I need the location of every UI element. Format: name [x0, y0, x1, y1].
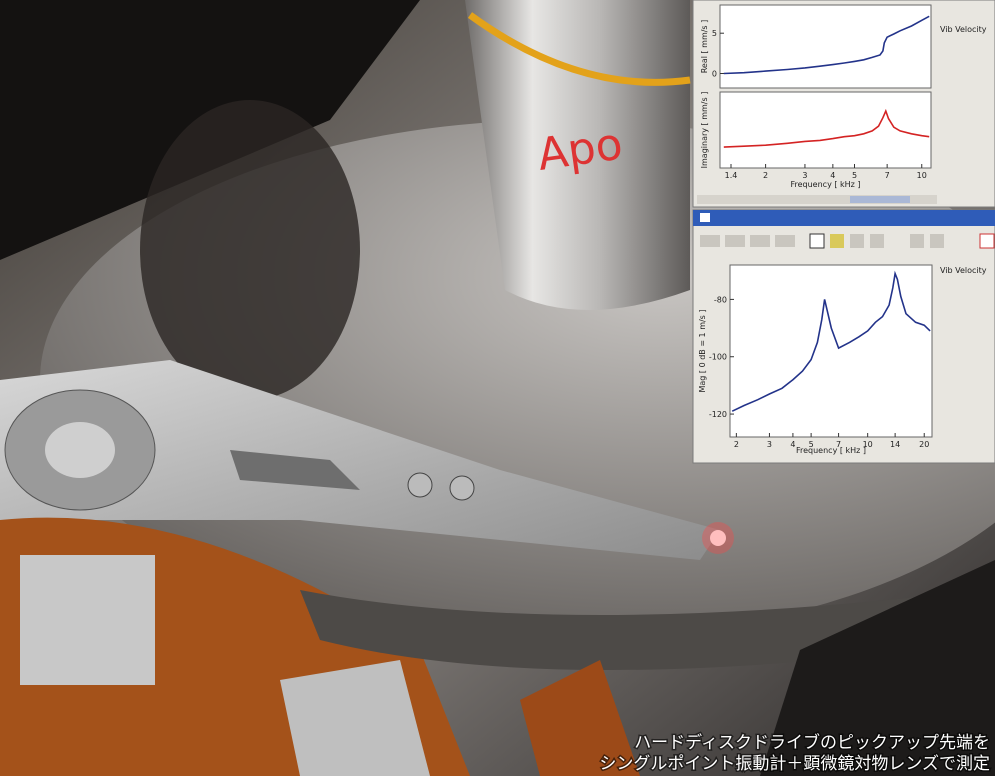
title-bar [693, 210, 995, 226]
laser-glow [702, 522, 734, 554]
x-tick-label: 14 [890, 440, 900, 449]
y-tick-label: -120 [709, 410, 727, 419]
pivot-center [45, 422, 115, 478]
plot-area [730, 265, 932, 437]
bracket [20, 555, 155, 685]
screw [450, 476, 474, 500]
y-tick-label: -80 [714, 295, 727, 304]
y-tick-label: 0 [712, 69, 717, 78]
page: Apo ハードディスクドライブのピックアップ先端を シングルポイント振動計＋顕微… [0, 0, 995, 776]
x-tick-label: 4 [790, 440, 795, 449]
tool-button[interactable] [810, 234, 824, 248]
caption: シングルポイント振動計＋顕微鏡対物レンズで測定 [599, 754, 990, 774]
x-tick-label: 4 [830, 171, 835, 180]
screw [408, 473, 432, 497]
tool-button[interactable] [750, 235, 770, 247]
tool-button[interactable] [725, 235, 745, 247]
x-tick-label: 5 [852, 171, 857, 180]
x-tick-label: 3 [767, 440, 772, 449]
tool-button[interactable] [910, 234, 924, 248]
tool-button[interactable] [830, 234, 844, 248]
x-tick-label: 2 [734, 440, 739, 449]
tool-button[interactable] [980, 234, 994, 248]
tool-button[interactable] [850, 234, 864, 248]
x-tick-label: 3 [802, 171, 807, 180]
caption: ハードディスクドライブのピックアップ先端を [634, 732, 990, 753]
y-axis-label: Mag [ 0 dB = 1 m/s ] [698, 309, 707, 392]
x-axis-label: Frequency [ kHz ] [796, 446, 866, 455]
tool-button[interactable] [870, 234, 884, 248]
reflection [140, 100, 360, 400]
y-axis-label: Real [ mm/s ] [700, 20, 709, 74]
scroll-thumb[interactable] [850, 196, 910, 203]
legend-entry: Vib Velocity [940, 25, 987, 34]
y-axis-label: Imaginary [ mm/s ] [700, 92, 709, 169]
scene: Apo ハードディスクドライブのピックアップ先端を シングルポイント振動計＋顕微… [0, 0, 995, 776]
window-icon [700, 213, 710, 222]
x-tick-label: 1.4 [725, 171, 738, 180]
tool-button[interactable] [700, 235, 720, 247]
x-tick-label: 7 [885, 171, 890, 180]
x-tick-label: 20 [919, 440, 929, 449]
x-tick-label: 2 [763, 171, 768, 180]
y-tick-label: -100 [709, 353, 727, 362]
tool-button[interactable] [775, 235, 795, 247]
plot-area [720, 5, 931, 88]
x-tick-label: 10 [917, 171, 927, 180]
y-tick-label: 5 [712, 29, 717, 38]
legend-entry: Vib Velocity [940, 266, 987, 275]
tool-button[interactable] [930, 234, 944, 248]
x-axis-label: Frequency [ kHz ] [790, 180, 860, 189]
